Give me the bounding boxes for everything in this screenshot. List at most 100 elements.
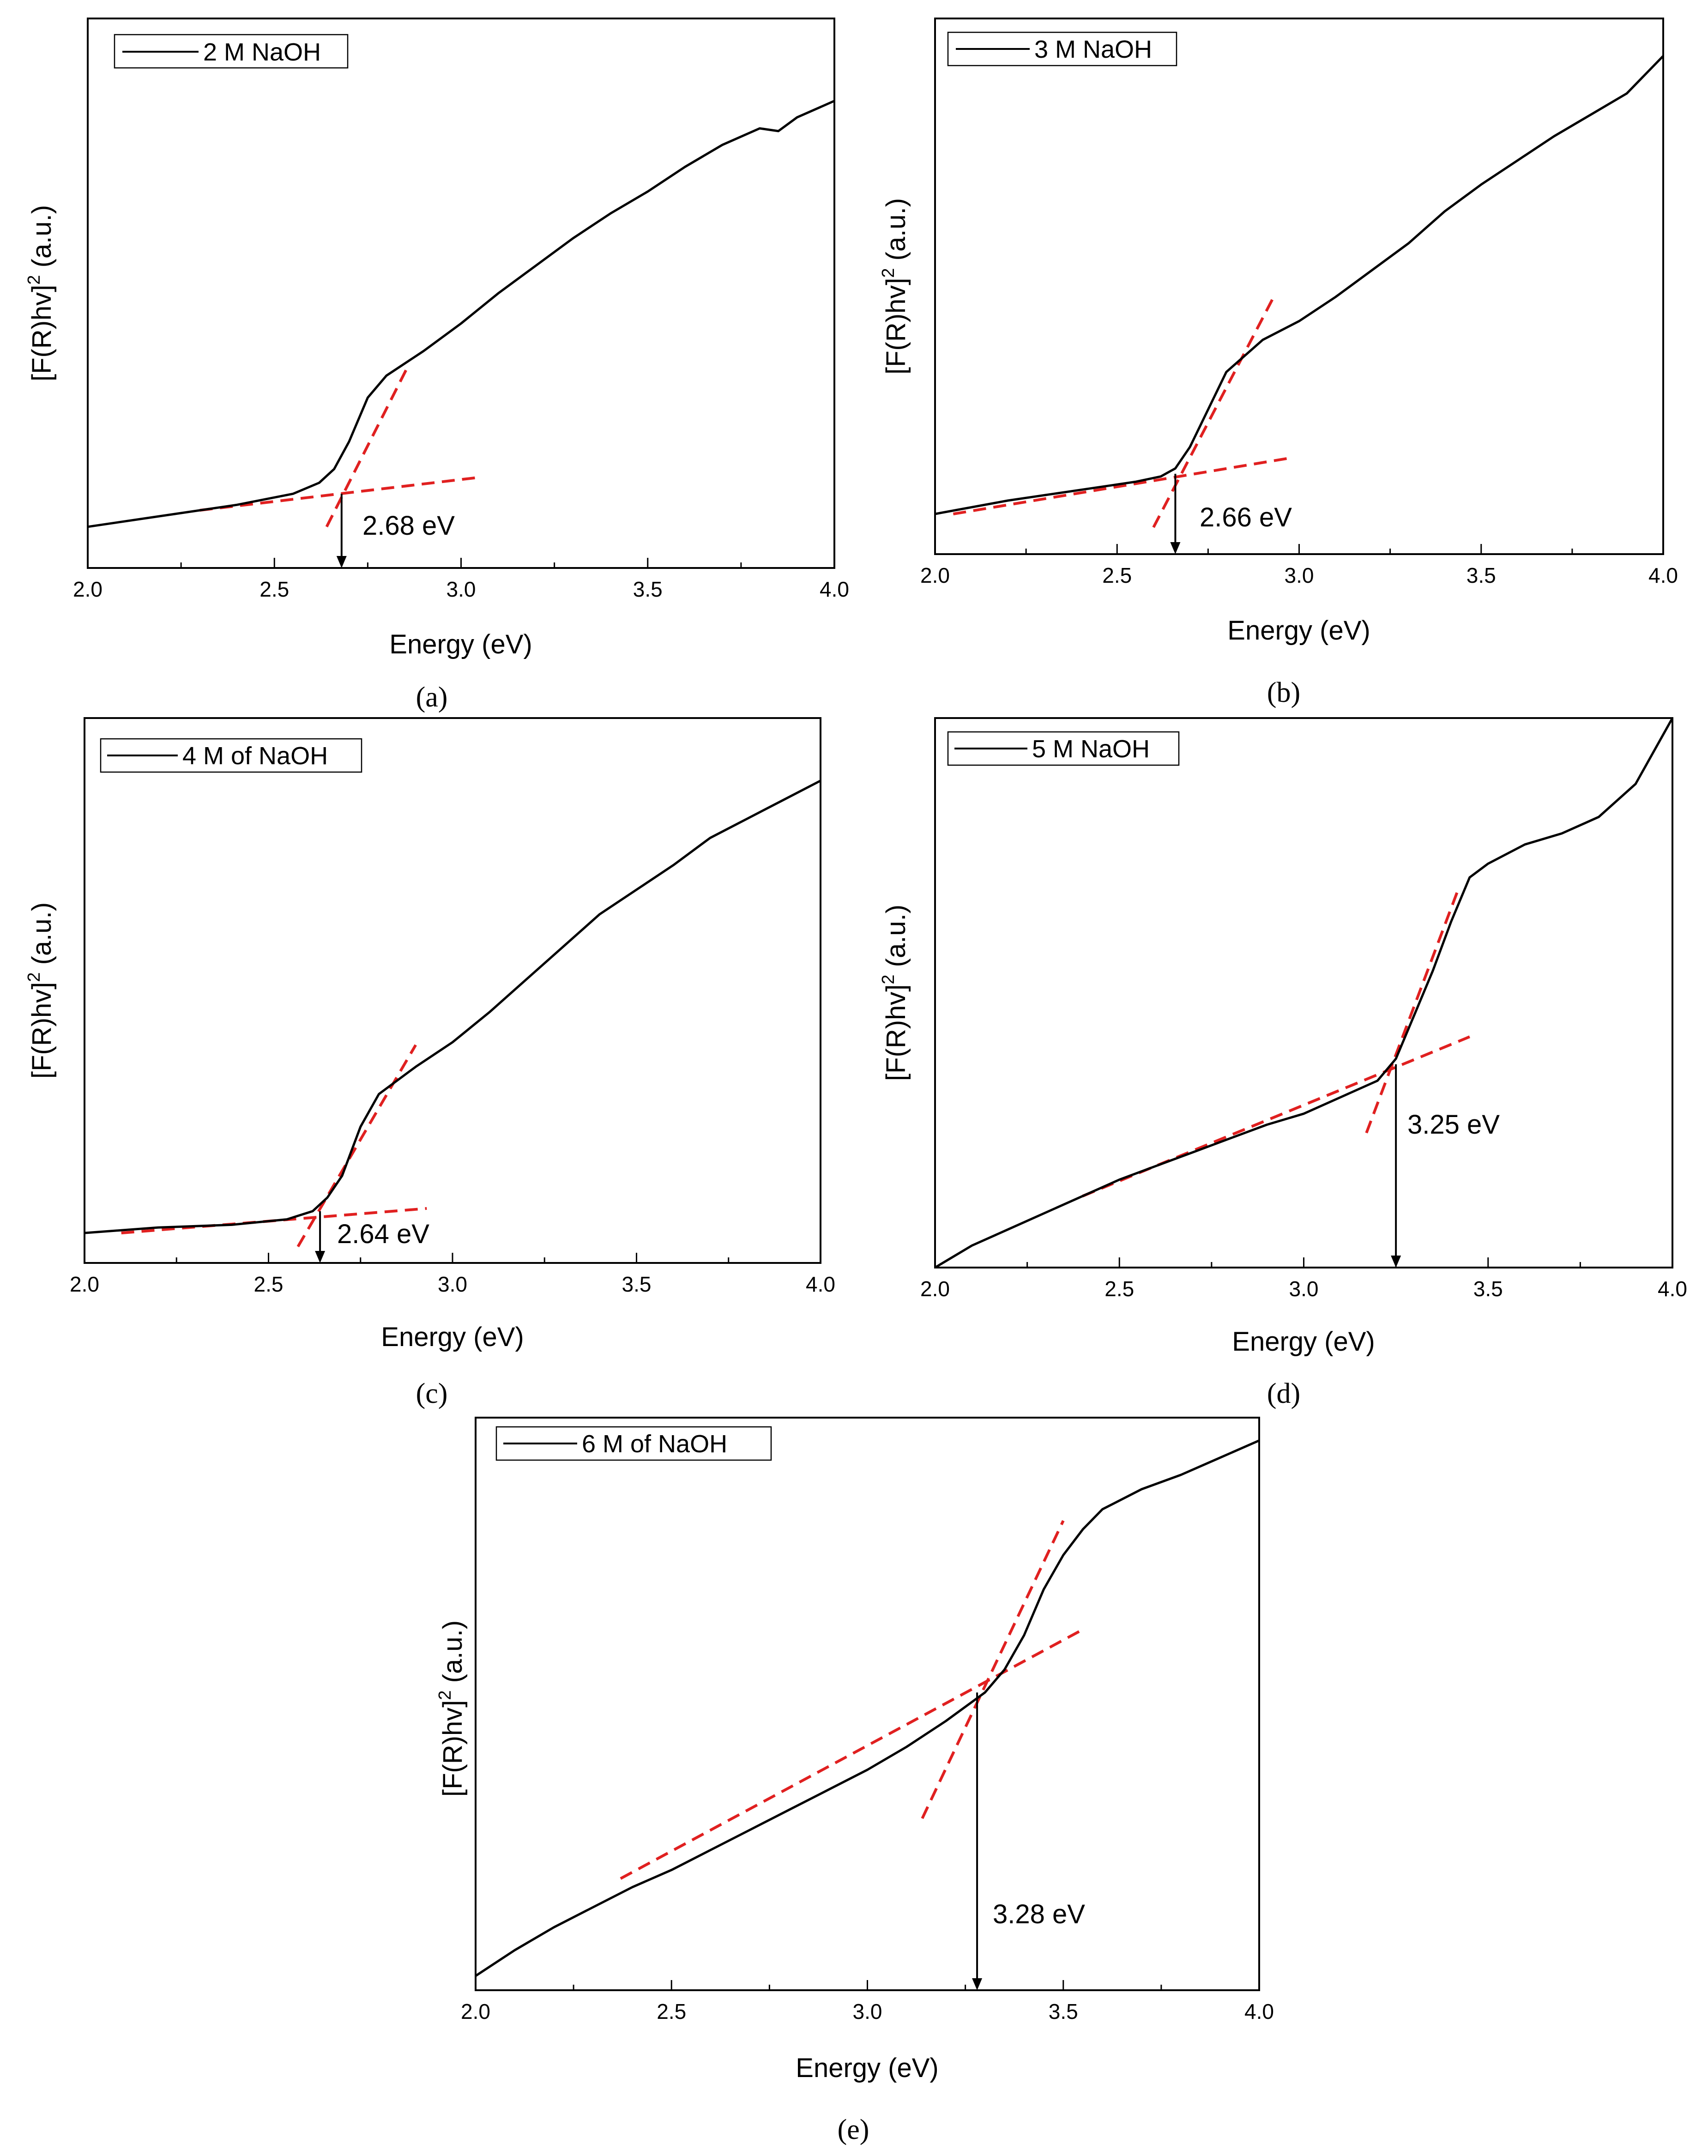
y-axis-label: [F(R)hv]2 (a.u.) <box>24 902 57 1079</box>
y-axis-label-units: (a.u.) <box>27 205 57 275</box>
x-tick-label: 3.0 <box>1289 1277 1319 1301</box>
tangent-fit-lines <box>953 296 1292 528</box>
x-axis-label: Energy (eV) <box>389 629 532 659</box>
x-axis-label: Energy (eV) <box>381 1322 524 1352</box>
y-axis-label-main: [F(R)hv] <box>881 278 911 374</box>
legend-label: 2 M NaOH <box>203 38 321 66</box>
x-axis-ticks: 2.0 2.5 3.0 3.5 4.0 <box>920 544 1678 587</box>
y-axis-label-main: [F(R)hv] <box>438 1700 468 1797</box>
tangent-fit-line <box>953 456 1292 515</box>
x-tick-label: 3.0 <box>438 1272 467 1296</box>
tangent-fit-lines <box>199 364 480 528</box>
x-tick-label: 3.5 <box>1473 1277 1503 1301</box>
y-axis-label-units: (a.u.) <box>438 1620 468 1691</box>
tangent-fit-line <box>1365 888 1460 1134</box>
data-curves <box>475 1439 1260 1977</box>
arrow-head <box>1391 1256 1401 1268</box>
x-tick-label: 4.0 <box>820 577 849 601</box>
subfigure-label: (d) <box>1267 1378 1300 1409</box>
x-tick-label: 4.0 <box>1648 563 1678 587</box>
x-tick-label: 4.0 <box>1658 1277 1687 1301</box>
data-curve <box>84 779 821 1234</box>
x-tick-label: 3.5 <box>633 577 663 601</box>
subfigure-label: (c) <box>416 1378 448 1409</box>
tangent-fit-line <box>296 1044 417 1248</box>
arrow-head <box>972 1978 983 1990</box>
plot-frame <box>934 717 1673 1268</box>
y-axis-label-superscript: 2 <box>879 268 898 278</box>
x-axis-ticks: 2.0 2.5 3.0 3.5 4.0 <box>70 1253 835 1296</box>
data-curve <box>935 55 1664 515</box>
y-axis-label-units: (a.u.) <box>881 905 911 975</box>
tangent-fit-line <box>199 476 480 512</box>
legend: 3 M NaOH <box>947 31 1177 66</box>
x-tick-label: 3.5 <box>622 1272 652 1296</box>
y-axis-label: [F(R)hv]2 (a.u.) <box>879 198 911 374</box>
x-tick-label: 2.0 <box>920 1277 950 1301</box>
panel-a: 2.0 2.5 3.0 3.5 4.0 Energy (eV) [F(R)hv]2 (a… <box>24 18 849 713</box>
x-axis-ticks: 2.0 2.5 3.0 3.5 4.0 <box>920 1257 1687 1301</box>
x-axis-ticks: 2.0 2.5 3.0 3.5 4.0 <box>73 558 849 601</box>
panel-c: 2.0 2.5 3.0 3.5 4.0 Energy (eV) [F(R)hv]2 (a… <box>24 717 835 1409</box>
tangent-fit-lines <box>620 1520 1084 1880</box>
data-curve <box>934 717 1674 1269</box>
y-axis-label-main: [F(R)hv] <box>27 982 57 1079</box>
x-tick-label: 2.5 <box>1104 1277 1134 1301</box>
y-axis-label-main: [F(R)hv] <box>881 984 911 1081</box>
tangent-fit-lines <box>121 1044 427 1248</box>
x-tick-label: 4.0 <box>806 1272 835 1296</box>
subfigure-label: (a) <box>416 682 448 713</box>
x-tick-label: 2.0 <box>920 563 950 587</box>
band-gap-arrow <box>1170 474 1181 554</box>
subfigure-label: (e) <box>838 2114 869 2145</box>
x-tick-label: 2.0 <box>73 577 103 601</box>
plot-frame <box>84 717 821 1264</box>
tangent-fit-lines <box>1082 888 1470 1198</box>
x-axis-label: Energy (eV) <box>796 2053 938 2083</box>
band-gap-label: 2.68 eV <box>362 511 455 541</box>
panel-b: 2.0 2.5 3.0 3.5 4.0 Energy (eV) [F(R)hv]2 (a… <box>879 18 1678 708</box>
plot-frame <box>475 1417 1260 1991</box>
y-axis-label-superscript: 2 <box>24 972 44 982</box>
x-tick-label: 3.0 <box>853 1999 882 2023</box>
data-curves <box>934 717 1674 1269</box>
x-tick-label: 3.0 <box>447 577 476 601</box>
subfigure-label: (b) <box>1267 677 1300 708</box>
band-gap-arrow <box>972 1692 983 1990</box>
band-gap-arrow <box>1391 1064 1401 1268</box>
legend: 6 M of NaOH <box>495 1426 772 1461</box>
legend: 2 M NaOH <box>114 34 349 69</box>
tangent-fit-line <box>921 1520 1065 1819</box>
legend-label: 5 M NaOH <box>1032 735 1150 763</box>
band-gap-label: 3.28 eV <box>993 1899 1085 1929</box>
tangent-fit-line <box>620 1628 1084 1880</box>
plot-frame <box>87 18 835 569</box>
y-axis-label-units: (a.u.) <box>27 902 57 972</box>
y-axis-label: [F(R)hv]2 (a.u.) <box>435 1620 468 1797</box>
y-axis-label-superscript: 2 <box>879 974 898 984</box>
panel-e: 2.0 2.5 3.0 3.5 4.0 Energy (eV) [F(R)hv]2 (a… <box>435 1417 1274 2145</box>
data-curve <box>87 100 835 528</box>
x-tick-label: 2.0 <box>70 1272 99 1296</box>
legend-label: 3 M NaOH <box>1034 36 1152 63</box>
band-gap-arrow <box>336 494 347 568</box>
x-tick-label: 3.5 <box>1049 1999 1078 2023</box>
data-curves <box>935 55 1664 515</box>
legend: 5 M NaOH <box>947 731 1180 766</box>
x-tick-label: 2.5 <box>1102 563 1132 587</box>
legend: 4 M of NaOH <box>100 738 362 773</box>
y-axis-label-superscript: 2 <box>435 1690 455 1700</box>
data-curves <box>84 779 821 1234</box>
arrow-head <box>336 556 347 568</box>
data-curve <box>475 1439 1260 1977</box>
x-axis-ticks: 2.0 2.5 3.0 3.5 4.0 <box>461 1980 1274 2023</box>
data-curves <box>87 100 835 528</box>
x-axis-label: Energy (eV) <box>1227 616 1370 646</box>
arrow-head <box>315 1251 326 1263</box>
band-gap-label: 2.66 eV <box>1200 502 1292 532</box>
x-tick-label: 4.0 <box>1244 1999 1274 2023</box>
panel-d: 2.0 2.5 3.0 3.5 4.0 Energy (eV) [F(R)hv]2 (a… <box>879 717 1687 1409</box>
legend-label: 6 M of NaOH <box>582 1430 727 1458</box>
x-tick-label: 2.0 <box>461 1999 490 2023</box>
